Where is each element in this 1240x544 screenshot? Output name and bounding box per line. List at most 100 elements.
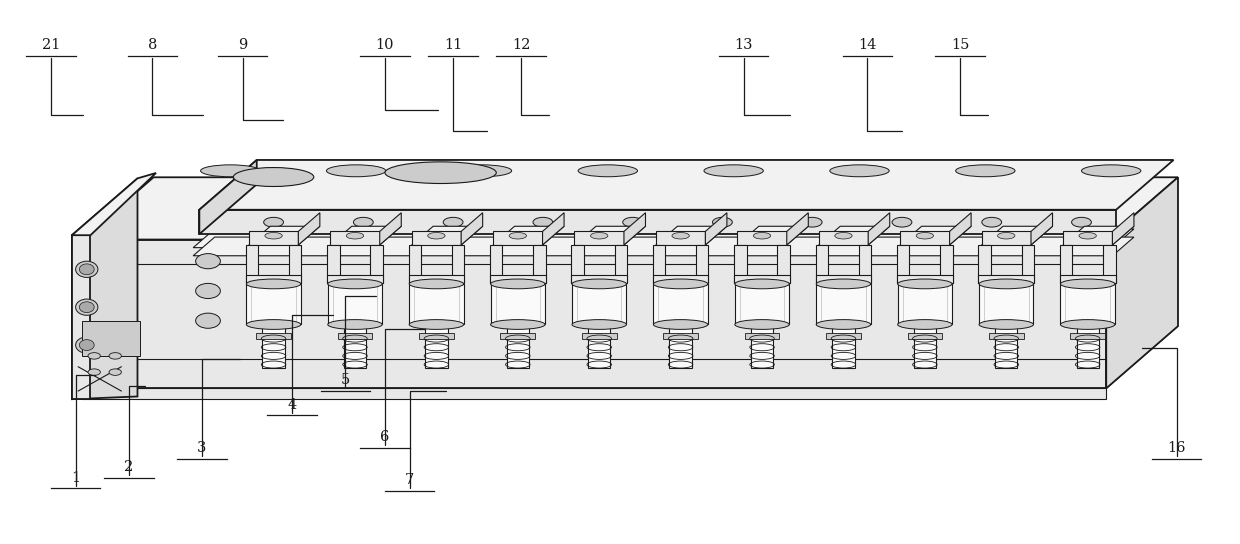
Text: 2: 2 xyxy=(124,460,134,474)
Ellipse shape xyxy=(956,165,1016,177)
Polygon shape xyxy=(816,275,872,283)
Polygon shape xyxy=(624,213,646,245)
Polygon shape xyxy=(652,245,665,283)
Polygon shape xyxy=(246,245,258,283)
Polygon shape xyxy=(898,284,952,325)
Polygon shape xyxy=(371,245,383,283)
Polygon shape xyxy=(200,210,1116,234)
Polygon shape xyxy=(263,325,285,368)
Polygon shape xyxy=(826,332,861,339)
Ellipse shape xyxy=(201,165,260,177)
Polygon shape xyxy=(670,325,692,368)
Polygon shape xyxy=(461,213,482,245)
Ellipse shape xyxy=(713,218,733,227)
Polygon shape xyxy=(193,237,1133,256)
Polygon shape xyxy=(82,177,1178,239)
Ellipse shape xyxy=(88,353,100,359)
Polygon shape xyxy=(897,275,952,283)
Polygon shape xyxy=(950,213,971,245)
Ellipse shape xyxy=(79,339,94,350)
Ellipse shape xyxy=(196,254,221,269)
Ellipse shape xyxy=(76,261,98,277)
Ellipse shape xyxy=(898,320,952,329)
Polygon shape xyxy=(343,325,366,368)
Ellipse shape xyxy=(622,218,642,227)
Ellipse shape xyxy=(409,279,464,289)
Polygon shape xyxy=(327,284,382,325)
Polygon shape xyxy=(409,284,464,325)
Ellipse shape xyxy=(327,320,382,329)
Text: 10: 10 xyxy=(376,38,394,52)
Polygon shape xyxy=(425,325,448,368)
Ellipse shape xyxy=(491,279,546,289)
Ellipse shape xyxy=(443,218,463,227)
Polygon shape xyxy=(330,231,379,245)
Polygon shape xyxy=(193,229,1133,248)
Ellipse shape xyxy=(653,279,708,289)
Polygon shape xyxy=(777,245,790,283)
Ellipse shape xyxy=(980,279,1033,289)
Polygon shape xyxy=(1060,275,1116,283)
Text: 1: 1 xyxy=(71,471,81,485)
Polygon shape xyxy=(412,231,461,245)
Text: 15: 15 xyxy=(951,38,970,52)
Ellipse shape xyxy=(109,369,122,375)
Text: 8: 8 xyxy=(148,38,157,52)
Polygon shape xyxy=(1063,226,1133,245)
Polygon shape xyxy=(656,226,727,245)
Polygon shape xyxy=(408,245,420,283)
Polygon shape xyxy=(249,226,320,245)
Polygon shape xyxy=(1030,213,1053,245)
Polygon shape xyxy=(327,275,383,283)
Ellipse shape xyxy=(510,232,527,239)
Polygon shape xyxy=(543,213,564,245)
Text: 6: 6 xyxy=(381,430,389,444)
Ellipse shape xyxy=(327,279,382,289)
Text: 21: 21 xyxy=(42,38,60,52)
Ellipse shape xyxy=(1071,218,1091,227)
Ellipse shape xyxy=(247,279,301,289)
Polygon shape xyxy=(249,231,299,245)
Polygon shape xyxy=(572,284,626,325)
Polygon shape xyxy=(908,332,942,339)
Ellipse shape xyxy=(265,232,283,239)
Polygon shape xyxy=(818,226,890,245)
Polygon shape xyxy=(978,245,991,283)
Ellipse shape xyxy=(572,320,626,329)
Ellipse shape xyxy=(196,283,221,299)
Text: 3: 3 xyxy=(197,441,207,455)
Ellipse shape xyxy=(735,320,789,329)
Polygon shape xyxy=(978,275,1034,283)
Ellipse shape xyxy=(109,353,122,359)
Polygon shape xyxy=(200,160,257,234)
Polygon shape xyxy=(494,231,543,245)
Polygon shape xyxy=(337,332,372,339)
Polygon shape xyxy=(990,332,1023,339)
Polygon shape xyxy=(588,325,610,368)
Ellipse shape xyxy=(1081,165,1141,177)
Polygon shape xyxy=(451,245,464,283)
Polygon shape xyxy=(82,326,1178,388)
Polygon shape xyxy=(832,325,854,368)
Ellipse shape xyxy=(196,313,221,328)
Polygon shape xyxy=(734,275,790,283)
Ellipse shape xyxy=(982,218,1002,227)
Polygon shape xyxy=(494,226,564,245)
Polygon shape xyxy=(72,178,138,399)
Polygon shape xyxy=(507,325,529,368)
Polygon shape xyxy=(412,226,482,245)
Polygon shape xyxy=(257,332,291,339)
Polygon shape xyxy=(751,325,774,368)
Polygon shape xyxy=(574,226,646,245)
Ellipse shape xyxy=(384,162,496,183)
Polygon shape xyxy=(940,245,952,283)
Polygon shape xyxy=(582,332,616,339)
Polygon shape xyxy=(490,275,546,283)
Polygon shape xyxy=(786,213,808,245)
Ellipse shape xyxy=(572,279,626,289)
Polygon shape xyxy=(246,275,301,283)
Polygon shape xyxy=(572,245,584,283)
Polygon shape xyxy=(738,226,808,245)
Polygon shape xyxy=(816,245,828,283)
Ellipse shape xyxy=(491,320,546,329)
